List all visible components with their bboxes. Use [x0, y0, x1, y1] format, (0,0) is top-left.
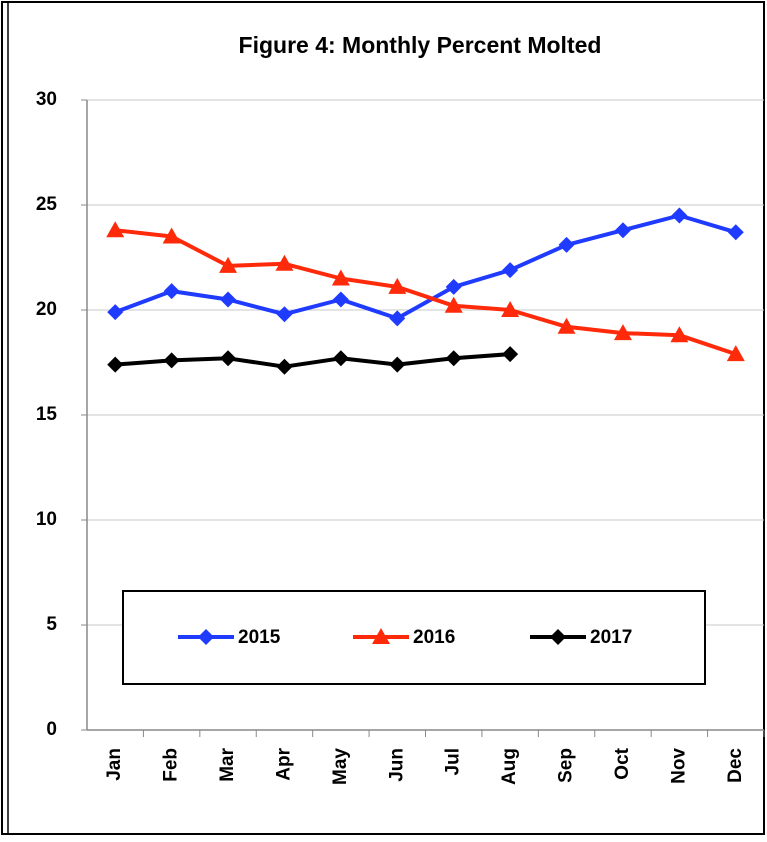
marker [445, 278, 462, 295]
x-tick-label: May [330, 748, 351, 785]
marker [332, 350, 349, 367]
legend-label: 2015 [238, 627, 281, 648]
series-line [114, 213, 737, 321]
legend-marker [198, 629, 214, 645]
marker [614, 222, 631, 239]
marker [502, 346, 519, 363]
marker [331, 269, 350, 286]
marker [107, 304, 124, 321]
marker [163, 283, 180, 300]
marker [389, 356, 406, 373]
legend-label: 2017 [590, 627, 632, 648]
legend-marker [550, 629, 566, 645]
marker [106, 221, 125, 238]
marker [162, 227, 181, 244]
marker [220, 291, 237, 308]
y-tick-label: 5 [46, 614, 57, 635]
x-tick-label: Jun [386, 748, 407, 782]
marker [220, 350, 237, 367]
legend-box [122, 590, 706, 685]
marker [557, 317, 576, 334]
marker [502, 262, 519, 279]
marker [276, 306, 293, 323]
x-tick-label: Mar [217, 747, 238, 781]
marker [389, 310, 406, 327]
x-tick-label: Oct [612, 747, 633, 779]
x-tick-label: Jul [443, 748, 464, 775]
y-tick-label: 30 [36, 89, 57, 110]
legend-marker [372, 628, 390, 644]
marker [727, 224, 744, 241]
marker [107, 356, 124, 373]
marker [671, 207, 688, 224]
marker [726, 345, 745, 362]
x-tick-label: Nov [668, 748, 689, 784]
x-tick-label: Jan [104, 748, 125, 781]
marker [332, 291, 349, 308]
chart-title: Figure 4: Monthly Percent Molted [239, 32, 602, 58]
y-tick-label: 20 [36, 299, 57, 320]
x-tick-label: Apr [273, 747, 294, 780]
x-tick-label: Feb [161, 748, 182, 782]
x-tick-label: Sep [556, 748, 577, 783]
x-tick-label: Dec [725, 748, 746, 783]
x-tick-label: Aug [499, 748, 520, 785]
series-line [115, 352, 511, 369]
marker [670, 326, 689, 343]
marker [163, 352, 180, 369]
marker [276, 358, 293, 375]
marker [613, 324, 632, 341]
y-tick-label: 10 [36, 509, 57, 530]
marker [501, 301, 520, 317]
marker [558, 236, 575, 253]
y-tick-label: 0 [46, 719, 57, 740]
legend-label: 2016 [413, 627, 455, 648]
marker [275, 254, 294, 271]
y-tick-label: 25 [36, 194, 58, 215]
marker [444, 296, 463, 313]
series-line [114, 228, 737, 356]
y-tick-label: 15 [36, 404, 58, 425]
marker [445, 350, 462, 367]
marker [388, 277, 407, 294]
marker [219, 256, 238, 273]
